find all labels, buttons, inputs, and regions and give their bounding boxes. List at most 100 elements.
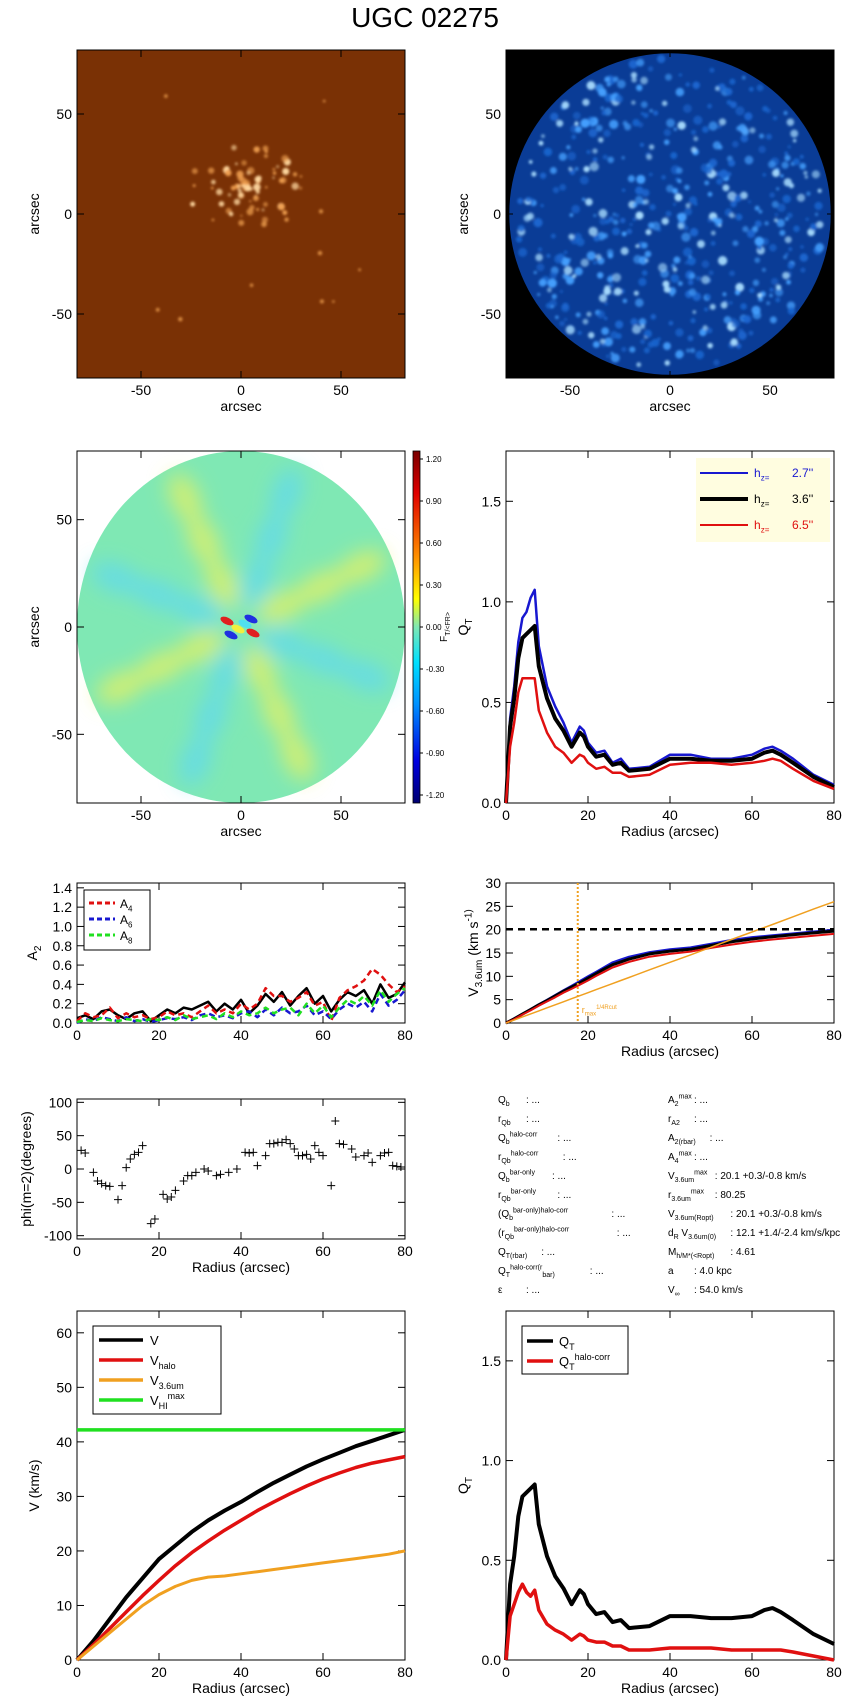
blue-clump: [730, 200, 737, 208]
blue-clump: [607, 156, 615, 164]
blue-clump: [593, 213, 597, 218]
blue-clump: [639, 142, 644, 147]
blue-clump: [690, 129, 697, 135]
blue-clump: [612, 273, 622, 282]
blue-clump: [638, 318, 647, 326]
blue-clump: [788, 271, 792, 275]
y-tick-label: 0: [493, 1015, 501, 1031]
blue-clump: [710, 241, 716, 246]
rust-clump: [164, 94, 168, 98]
rust-clump: [282, 210, 288, 216]
x-axis-label: arcsec: [220, 823, 261, 839]
phase-point: [339, 1140, 348, 1149]
rust-clump: [244, 184, 251, 192]
blue-clump: [644, 250, 652, 258]
ratio-lobe: [174, 594, 225, 627]
blue-clump: [731, 317, 736, 323]
series-line: [504, 1482, 835, 1661]
x-axis-label: Radius (arcsec): [192, 1680, 290, 1696]
info-value: : 4.0 kpc: [694, 1266, 732, 1277]
ratio-lobe: [299, 643, 350, 676]
blue-clump: [620, 247, 629, 256]
y-tick-label: 0.6: [53, 957, 73, 973]
blue-clump: [817, 188, 822, 193]
blue-clump: [645, 229, 652, 236]
blue-clump: [693, 115, 703, 125]
ratio-lobe: [261, 688, 296, 738]
info-value: : 20.1 +0.3/-0.8 km/s: [730, 1209, 821, 1220]
phase-point: [171, 1186, 180, 1195]
blue-clump: [538, 140, 544, 146]
blue-clump: [561, 303, 570, 313]
blue-clump: [690, 318, 696, 324]
rust-clump: [261, 216, 268, 223]
series-line: [76, 987, 406, 1024]
blue-clump: [528, 160, 533, 164]
blue-clump: [580, 118, 590, 128]
ratio-lobe: [179, 736, 212, 786]
blue-clump: [633, 290, 639, 296]
blue-clump: [774, 288, 784, 297]
y-axis-label: arcsec: [26, 193, 42, 234]
blue-clump: [572, 111, 581, 120]
blue-clump: [746, 229, 756, 238]
y-tick-label: -50: [481, 306, 501, 322]
blue-clump: [537, 292, 541, 297]
blue-clump: [675, 87, 685, 97]
legend-label: A4​: [120, 897, 133, 914]
blue-clump: [598, 137, 604, 143]
blue-clump: [727, 171, 732, 177]
blue-clump: [787, 262, 795, 270]
blue-clump: [741, 128, 750, 136]
legend-label: A6​: [120, 913, 133, 930]
blue-clump: [640, 324, 646, 330]
y-tick-label: 0.5: [482, 694, 502, 710]
rust-clump: [255, 189, 260, 194]
blue-clump: [762, 173, 767, 177]
blue-clump: [563, 250, 568, 255]
phase-point: [282, 1135, 291, 1144]
figure-title: UGC 02275: [351, 2, 499, 33]
rust-clump: [272, 176, 275, 179]
x-tick-label: 0: [666, 382, 674, 398]
blue-clump: [598, 209, 608, 218]
phase-point: [335, 1139, 344, 1148]
blue-clump: [633, 254, 643, 264]
blue-clump: [628, 59, 638, 69]
blue-clump: [701, 260, 710, 269]
blue-clump: [608, 283, 614, 288]
x-tick-label: 40: [662, 807, 678, 823]
blue-clump: [765, 133, 772, 140]
blue-clump: [677, 223, 685, 230]
blue-clump: [773, 218, 778, 223]
blue-clump: [607, 276, 614, 283]
y-tick-label: 1.4: [53, 880, 73, 896]
info-value: : ...: [541, 1247, 555, 1258]
blue-clump: [614, 94, 623, 104]
blue-clump: [586, 251, 596, 261]
blue-clump: [561, 101, 570, 109]
blue-clump: [702, 126, 709, 133]
blue-clump: [606, 354, 610, 358]
info-label: rA2​: [668, 1114, 680, 1127]
ratio-lobe: [242, 645, 277, 695]
y-tick-label: 50: [56, 106, 72, 122]
blue-clump: [687, 256, 696, 266]
blue-clump: [643, 329, 652, 338]
blue-clump: [697, 240, 705, 249]
ratio-lobe: [340, 659, 391, 692]
blue-clump: [641, 270, 648, 276]
ratio-core: [246, 628, 260, 638]
series-line: [76, 989, 406, 1025]
blue-clump: [661, 100, 668, 107]
blue-clump: [749, 287, 755, 294]
legend-label: A8​: [120, 929, 133, 946]
blue-clump: [574, 121, 579, 126]
blue-clump: [653, 110, 659, 116]
rust-clump: [210, 186, 214, 190]
ratio-lobe: [91, 562, 142, 595]
blue-clump: [695, 350, 705, 360]
x-tick-label: 20: [580, 1027, 596, 1043]
phase-point: [380, 1149, 389, 1157]
